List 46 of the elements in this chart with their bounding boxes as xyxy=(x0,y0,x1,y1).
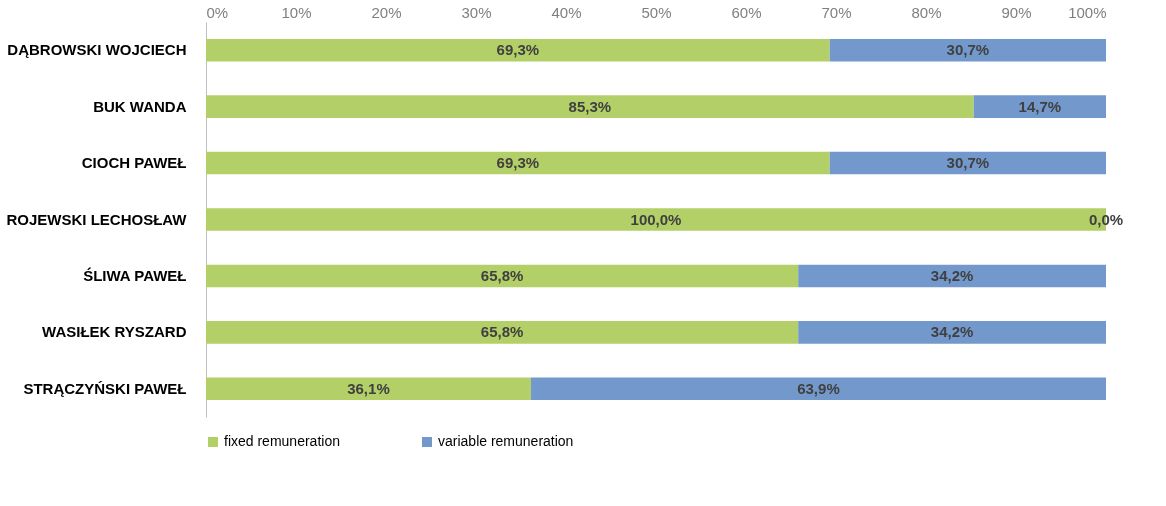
x-tick-label: 40% xyxy=(551,3,582,21)
data-label: 34,2% xyxy=(930,323,974,341)
x-tick-label: 100% xyxy=(1068,3,1107,21)
bar xyxy=(206,95,974,118)
x-tick-label: 60% xyxy=(731,3,762,21)
x-tick-label: 30% xyxy=(461,3,492,21)
bar xyxy=(829,151,1106,175)
data-label: 36,1% xyxy=(347,379,390,397)
data-label: 85,3% xyxy=(568,97,612,115)
legend-label: variable remuneration xyxy=(438,433,574,449)
data-label: 30,7% xyxy=(946,154,990,172)
y-tick-label: CIOCH PAWEŁ xyxy=(81,154,187,172)
x-tick-label: 80% xyxy=(911,3,942,21)
data-label: 65,8% xyxy=(480,266,524,284)
bar xyxy=(206,377,531,401)
x-tick-label: 20% xyxy=(371,3,402,21)
data-label: 63,9% xyxy=(797,379,840,397)
bar xyxy=(798,264,1106,288)
x-tick-label: 70% xyxy=(821,3,852,21)
data-label: 14,7% xyxy=(1018,97,1062,115)
data-label: 0,0% xyxy=(1088,210,1124,228)
y-tick-label: WASIŁEK RYSZARD xyxy=(42,323,187,341)
bar xyxy=(206,38,830,62)
data-label: 69,3% xyxy=(496,41,540,59)
bar xyxy=(530,377,1106,401)
y-tick-label: ROJEWSKI LECHOSŁAW xyxy=(6,210,188,228)
y-tick-label: STRĄCZYŃSKI PAWEŁ xyxy=(23,379,187,397)
bar xyxy=(798,321,1106,344)
bar xyxy=(206,264,799,288)
data-label: 34,2% xyxy=(930,266,974,284)
x-tick-label: 10% xyxy=(281,3,312,21)
data-label: 30,7% xyxy=(946,41,990,59)
y-tick-label: BUK WANDA xyxy=(93,97,187,115)
y-tick-label: ŚLIWA PAWEŁ xyxy=(83,266,187,284)
x-tick-label: 50% xyxy=(641,3,672,21)
y-tick-label: DĄBROWSKI WOJCIECH xyxy=(7,41,187,59)
legend-label: fixed remuneration xyxy=(224,433,340,449)
bar xyxy=(829,38,1106,62)
bar xyxy=(206,321,799,344)
data-label: 65,8% xyxy=(480,323,524,341)
x-tick-label: 0% xyxy=(206,3,229,21)
x-tick-label: 90% xyxy=(1001,3,1032,21)
data-label: 69,3% xyxy=(496,154,540,172)
bar xyxy=(206,151,830,175)
data-label: 100,0% xyxy=(630,210,682,228)
bar xyxy=(973,95,1106,118)
